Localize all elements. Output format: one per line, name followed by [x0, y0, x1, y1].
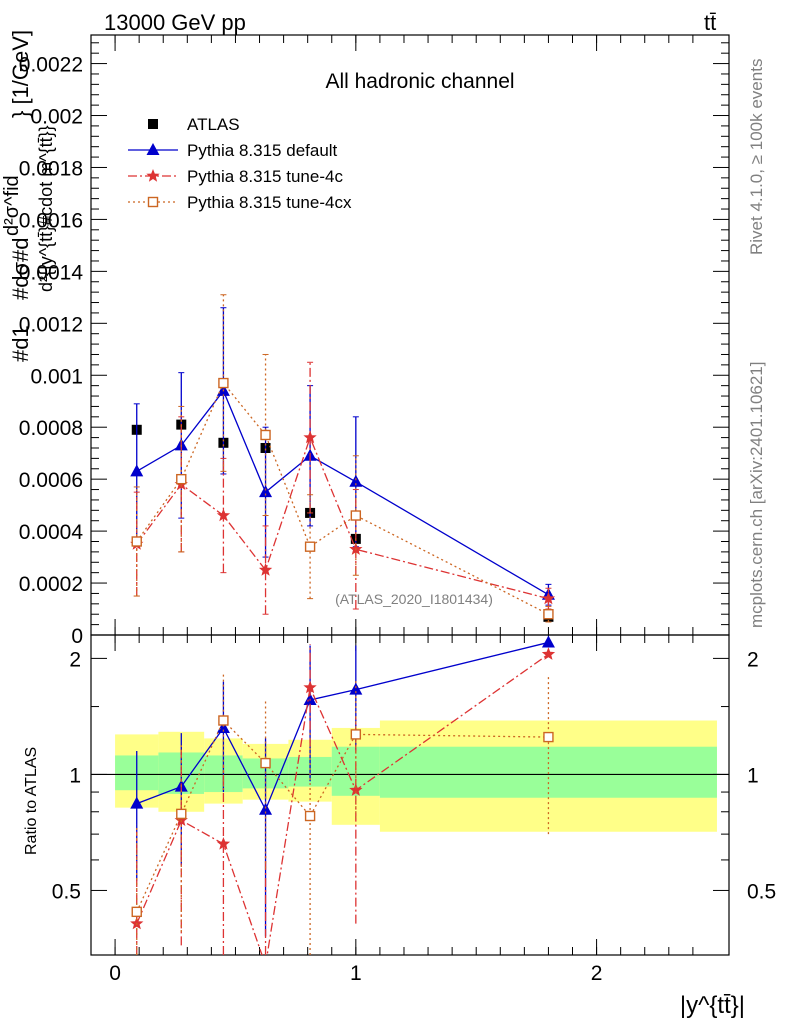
pythia-8-315-default-ratio-point	[216, 720, 230, 733]
x-tick-label: 1	[350, 962, 362, 985]
pythia-8-315-tune-4cx-point	[304, 541, 316, 552]
pythia-8-315-tune-4cx-ratio-point	[176, 808, 187, 820]
pythia-8-315-default-ratio-point	[349, 682, 363, 695]
ylabel-line-2: d²σ^fid	[1, 175, 23, 236]
y-tick-label: 0.0018	[19, 157, 83, 180]
pythia-8-315-tune-4cx-point	[176, 473, 187, 485]
ylabel-line-5: } [1/GeV]	[8, 30, 33, 118]
pythia-8-315-default-ratio-point	[541, 635, 555, 648]
ratio-y-tick-label: 2	[69, 648, 81, 671]
pythia-8-315-default-point	[349, 474, 363, 487]
legend-marker-pythia-8-315-tune-4c	[146, 169, 160, 182]
main-series-layer	[130, 294, 556, 623]
header-energy-label: 13000 GeV pp	[104, 10, 246, 35]
pythia-8-315-tune-4c-ratio-point	[541, 647, 556, 660]
header-process-label: tt̄	[704, 10, 716, 35]
pythia-8-315-tune-4c-ratio-point	[349, 783, 363, 796]
pythia-8-315-tune-4c-point	[303, 430, 317, 444]
y-axis-label: #d1 d²σ^fid d²{|y^{tt̄}#cdot m^{tt̄}} #d…	[1, 30, 56, 362]
pythia-8-315-tune-4cx-ratio-point	[218, 715, 229, 726]
pythia-8-315-tune-4cx-line	[136, 381, 549, 615]
pythia-8-315-tune-4cx-point	[131, 536, 142, 547]
x-axis-label: |y^{tt̄}|	[680, 992, 745, 1019]
y-tick-label: 0.001	[30, 365, 83, 388]
y-tick-label: 0.0016	[19, 209, 83, 232]
y-tick-label: 0.0008	[19, 417, 83, 440]
ylabel-line-4: #dσ#d	[8, 237, 33, 300]
pythia-8-315-tune-4cx-ratio-point	[131, 906, 142, 918]
x-tick-label: 0	[109, 962, 121, 985]
pythia-8-315-tune-4c-ratio-point	[174, 813, 188, 826]
y-tick-label: 0.0014	[19, 261, 84, 284]
ratio-y-tick-label-right: 2	[747, 648, 759, 671]
axes-ticks: 0 0.0002 0.0004 0.0006 0.0008 0.001 0.0012 0.00…	[19, 35, 776, 985]
pythia-8-315-default-point	[130, 464, 144, 477]
pythia-8-315-tune-4c-point	[216, 508, 231, 522]
pythia-8-315-tune-4c-ratio-point	[216, 837, 231, 850]
pythia-8-315-tune-4cx-ratio-point	[350, 729, 362, 740]
mcplots-label: mcplots.cern.ch [arXiv:2401.10621]	[747, 362, 766, 628]
y-tick-label: 0.0022	[19, 54, 83, 77]
pythia-8-315-tune-4cx-ratio-point	[304, 810, 316, 822]
pythia-8-315-tune-4cx-point	[260, 429, 271, 441]
pythia-8-315-default-line	[136, 389, 549, 596]
pythia-8-315-tune-4cx-point	[218, 377, 229, 389]
legend-label-pythia-8-315-tune-4c: Pythia 8.315 tune-4c	[187, 167, 343, 186]
pythia-8-315-default-ratio-point	[130, 796, 144, 809]
ratio-uncertainty-bands	[91, 720, 729, 832]
rivet-version-label: Rivet 4.1.0, ≥ 100k events	[747, 59, 766, 255]
legend-marker-pythia-8-315-default	[146, 143, 160, 155]
ratio-plot-frame	[90, 634, 730, 956]
analysis-watermark: (ATLAS_2020_I1801434)	[335, 591, 493, 607]
pythia-8-315-tune-4c-point	[541, 591, 556, 605]
legend-marker-atlas	[148, 119, 158, 129]
pythia-8-315-tune-4c-ratio-point	[303, 680, 317, 694]
ratio-y-tick-label: 1	[69, 764, 81, 787]
legend-marker-pythia-8-315-tune-4cx	[147, 196, 159, 208]
pythia-8-315-tune-4cx-ratio-point	[543, 731, 554, 743]
chart-title: All hadronic channel	[325, 70, 514, 93]
ylabel-line-3: d²{|y^{tt̄}#cdot m^{tt̄}}	[36, 125, 56, 292]
pythia-8-315-tune-4cx-point	[543, 609, 554, 620]
pythia-8-315-tune-4c-point	[258, 563, 273, 576]
legend-label-pythia-8-315-tune-4cx: Pythia 8.315 tune-4cx	[187, 193, 352, 212]
ylabel-line-1: #d1	[8, 325, 33, 362]
y-tick-label: 0.0004	[19, 521, 84, 544]
pythia-8-315-default-ratio-point	[259, 802, 273, 815]
ratio-y-tick-label-right: 0.5	[747, 880, 776, 903]
y-tick-label: 0.0012	[19, 313, 83, 336]
pythia-8-315-tune-4c-line	[136, 435, 549, 600]
y-tick-label: 0.002	[30, 106, 83, 129]
y-tick-label: 0.0002	[19, 573, 83, 596]
legend: ATLAS Pythia 8.315 default Pythia 8.315 tu…	[128, 115, 352, 212]
pythia-8-315-tune-4cx-point	[350, 510, 362, 521]
legend-label-pythia-8-315-default: Pythia 8.315 default	[187, 141, 338, 160]
x-tick-label: 2	[591, 962, 603, 985]
ratio-y-tick-label: 0.5	[52, 880, 81, 903]
pythia-8-315-default-point	[259, 485, 273, 498]
y-tick-label: 0.0006	[19, 469, 83, 492]
legend-label-atlas: ATLAS	[187, 115, 240, 134]
ratio-y-axis-label: Ratio to ATLAS	[23, 747, 40, 855]
ratio-y-tick-label-right: 1	[747, 764, 759, 787]
ratio-series-layer	[130, 635, 556, 955]
y-tick-label: 0	[71, 625, 83, 648]
pythia-8-315-tune-4cx-ratio-point	[260, 757, 271, 769]
